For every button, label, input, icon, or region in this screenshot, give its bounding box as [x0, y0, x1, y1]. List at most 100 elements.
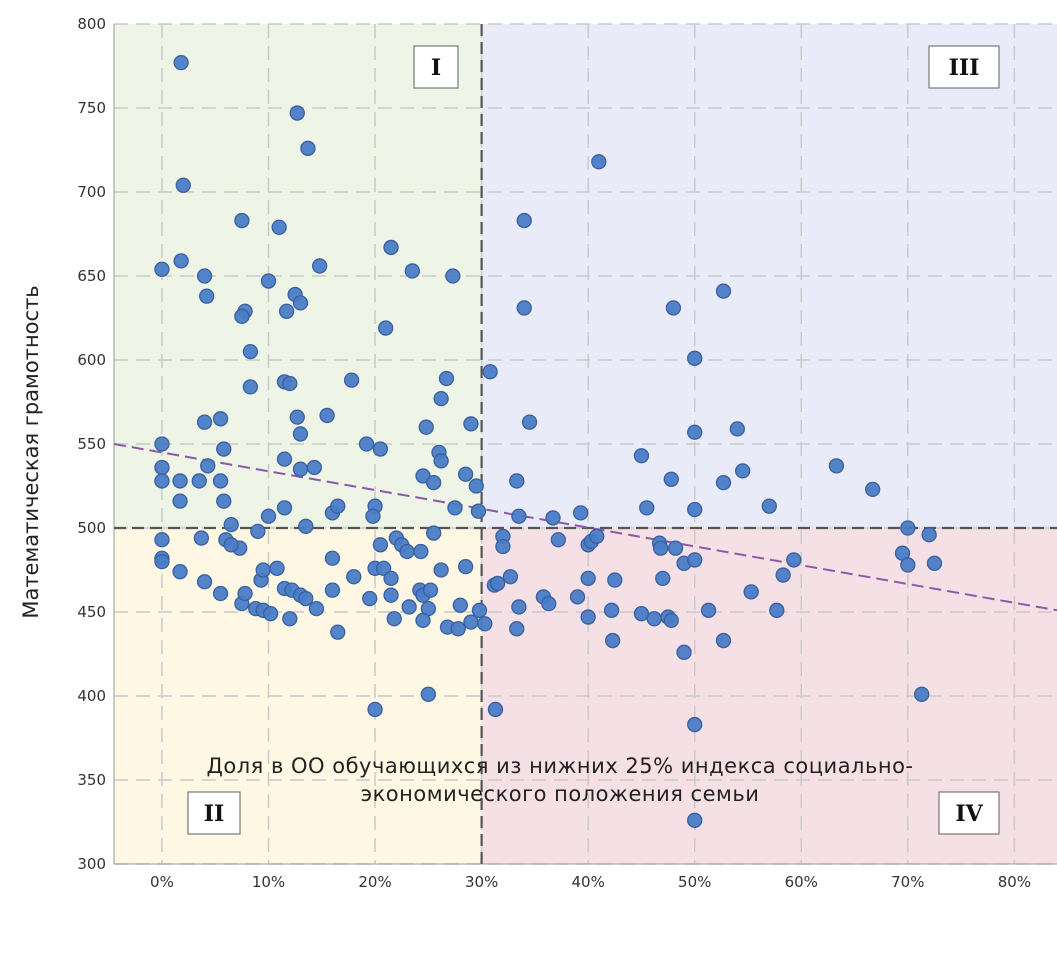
data-point: [786, 552, 802, 568]
quadrant-label-box: [413, 45, 459, 89]
data-point: [646, 611, 662, 627]
data-point: [633, 606, 650, 622]
y-tick-label: 700: [77, 183, 106, 201]
data-point: [173, 54, 189, 71]
y-tick-label: 750: [77, 99, 106, 117]
data-point: [276, 500, 293, 516]
x-axis-title-line2: экономического положения семьи: [360, 782, 760, 806]
data-point: [378, 320, 394, 336]
data-point: [921, 527, 937, 543]
data-point: [175, 177, 191, 193]
quadrant-label-box: [928, 45, 1000, 89]
y-tick-label: 550: [77, 435, 106, 453]
data-point: [700, 602, 717, 618]
data-point: [607, 572, 623, 588]
data-point: [687, 812, 703, 828]
quadrant-label-text: II: [204, 801, 225, 827]
quadrant-label-III: III: [928, 45, 1000, 89]
data-point: [154, 261, 170, 277]
data-point: [715, 283, 732, 299]
data-point: [311, 258, 328, 274]
data-point: [420, 686, 436, 702]
data-point: [471, 602, 488, 618]
data-point: [775, 567, 791, 583]
data-point: [487, 701, 504, 718]
data-point: [511, 599, 527, 615]
data-point: [365, 508, 381, 524]
x-tick-label: 50%: [678, 873, 711, 891]
data-point: [292, 426, 309, 442]
data-point: [463, 416, 479, 432]
x-tick-label: 30%: [465, 873, 498, 891]
data-point: [191, 473, 207, 489]
data-point: [399, 543, 415, 560]
data-point: [358, 436, 375, 452]
quadrant-label-text: I: [431, 55, 441, 81]
x-tick-label: 60%: [785, 873, 818, 891]
data-point: [545, 510, 561, 526]
data-point: [667, 540, 684, 556]
data-point: [865, 481, 881, 498]
data-point: [172, 564, 188, 580]
y-tick-label: 400: [77, 687, 106, 705]
quadrant-label-box: [938, 791, 1000, 835]
data-point: [173, 253, 189, 269]
data-point: [292, 295, 309, 311]
data-point: [663, 471, 679, 487]
data-point: [665, 300, 682, 316]
data-point: [580, 570, 596, 587]
data-point: [200, 458, 216, 474]
data-point: [502, 569, 519, 585]
x-tick-label: 0%: [150, 873, 174, 891]
data-point: [223, 516, 239, 533]
data-point: [729, 421, 745, 437]
data-point: [262, 606, 279, 622]
y-tick-label: 500: [77, 519, 106, 537]
data-point: [300, 140, 316, 156]
quadrant-label-IV: IV: [938, 791, 1000, 835]
data-point: [154, 553, 170, 570]
data-point: [372, 441, 389, 457]
data-point: [900, 557, 916, 573]
y-tick-label: 600: [77, 351, 106, 369]
data-point: [468, 478, 484, 494]
y-axis-title: Математическая грамотность: [19, 285, 43, 618]
data-point: [234, 212, 250, 229]
data-point: [828, 458, 845, 474]
y-tick-label: 800: [77, 15, 106, 33]
data-point: [271, 219, 287, 235]
data-point: [422, 582, 439, 598]
data-point: [541, 595, 557, 612]
data-point: [386, 611, 402, 627]
data-point: [516, 300, 532, 316]
data-point: [438, 370, 455, 387]
data-point: [687, 716, 703, 733]
data-point: [289, 409, 305, 425]
data-point: [415, 612, 431, 629]
data-point: [154, 459, 170, 476]
data-point: [639, 500, 655, 516]
data-point: [457, 558, 474, 575]
data-point: [308, 600, 325, 617]
data-point: [216, 441, 232, 457]
data-point: [282, 375, 298, 392]
data-point: [282, 611, 298, 627]
data-point: [260, 273, 277, 289]
data-point: [289, 105, 305, 121]
x-tick-label: 10%: [252, 873, 285, 891]
data-point: [687, 501, 703, 518]
y-tick-label: 350: [77, 771, 106, 789]
y-tick-label: 450: [77, 603, 106, 621]
data-point: [237, 585, 253, 602]
data-point: [687, 424, 703, 440]
data-point: [319, 407, 335, 424]
data-point: [324, 582, 341, 598]
data-point: [223, 537, 239, 553]
data-point: [172, 493, 188, 509]
data-point: [743, 584, 759, 600]
data-point: [447, 500, 463, 516]
data-point: [926, 555, 943, 571]
data-point: [298, 518, 314, 534]
data-point: [489, 575, 506, 592]
